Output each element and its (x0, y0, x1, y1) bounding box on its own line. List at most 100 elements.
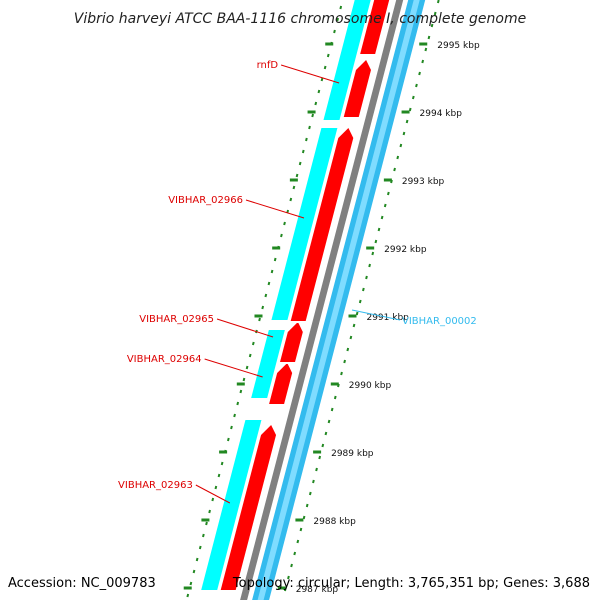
scale-dot (211, 497, 215, 502)
scale-dot (317, 89, 321, 94)
gene-label: VIBHAR_00002 (402, 316, 477, 327)
tick-label: 2991 kbp (366, 313, 409, 323)
scale-dot (248, 353, 252, 358)
forward-cds-segment (323, 0, 371, 120)
forward-gene-arrow (359, 0, 390, 55)
scale-dot (336, 17, 339, 22)
scale-dot (214, 485, 218, 490)
scale-dot (283, 221, 286, 226)
scale-dot (305, 503, 309, 508)
forward-gene-arrow (279, 322, 303, 363)
scale-dot (421, 59, 425, 64)
scale-dot (408, 107, 412, 112)
genome-tracks (201, 0, 426, 600)
scale-dot (290, 563, 293, 568)
map-title: Vibrio harveyi ATCC BAA-1116 chromosome … (74, 11, 526, 27)
scale-dot (292, 185, 296, 190)
scale-dot (402, 131, 406, 136)
tick-label: 2988 kbp (313, 517, 356, 527)
scale-dot (192, 569, 196, 574)
scale-dot (233, 413, 236, 418)
scale-dot (340, 371, 343, 376)
gene-leader-line (245, 199, 305, 219)
scale-dot (315, 467, 318, 472)
scale-dot (299, 527, 303, 532)
accession-label: Accession: NC_009783 (8, 576, 156, 591)
scale-dot (258, 317, 261, 322)
scale-dot (312, 479, 315, 484)
scale-dot (270, 269, 274, 274)
gene-leader-line (195, 484, 231, 504)
scale-dot (261, 305, 265, 310)
scale-dot (365, 275, 368, 280)
gene-label: VIBHAR_02966 (168, 195, 243, 206)
gene-label: VIBHAR_02963 (118, 480, 193, 491)
forward-gene-arrow (268, 363, 293, 405)
scale-dot (374, 239, 378, 244)
gene-leader-line (351, 309, 401, 321)
gene-leader-line (216, 318, 274, 338)
scale-dot (393, 167, 396, 172)
scale-dot (202, 533, 205, 538)
scale-dot (264, 293, 268, 298)
scale-dot (411, 95, 415, 100)
scale-dot (198, 545, 202, 550)
gene-leader-line (280, 64, 340, 84)
scale-dot (321, 443, 325, 448)
gene-label: VIBHAR_02965 (139, 314, 214, 325)
reverse-cds-highlight (257, 0, 420, 600)
scale-dot (293, 551, 297, 556)
scale-dot (333, 395, 337, 400)
forward-cds-segment (271, 128, 338, 320)
scale-dot (230, 425, 233, 430)
scale-dot (298, 161, 302, 166)
scale-dot (436, 0, 440, 4)
scale-dot (386, 191, 390, 196)
scale-dot (301, 149, 305, 154)
scale-dot (424, 47, 428, 52)
scale-dot (343, 359, 347, 364)
forward-cds-segment (201, 420, 262, 590)
tick-label: 2990 kbp (349, 381, 392, 391)
tick-label: 2987 kbp (296, 585, 339, 595)
scale-dot (280, 233, 283, 238)
scale-dot (326, 53, 330, 58)
scale-dot (245, 365, 249, 370)
scale-dot (339, 5, 343, 10)
scale-dot (327, 419, 331, 424)
summary-label: Topology: circular; Length: 3,765,351 bp… (232, 576, 590, 591)
scale-dot (427, 35, 431, 40)
scale-dot (318, 455, 322, 460)
scale-dot (251, 341, 255, 346)
forward-gene-arrow (290, 128, 354, 322)
gene-label: rnfD (257, 60, 279, 71)
tick-label: 2989 kbp (331, 449, 374, 459)
scale-dot (308, 491, 312, 496)
scale-dot (330, 407, 334, 412)
scale-dot (236, 401, 240, 406)
scale-dot (349, 335, 353, 340)
scale-dot (433, 11, 437, 16)
scale-ticks: 2995 kbp 2994 kbp 2993 kbp 2992 kbp 2991 kbp… (183, 0, 480, 598)
scale-dot (289, 197, 293, 202)
scale-dot (405, 119, 409, 124)
scale-dot (346, 347, 350, 352)
scale-dot (371, 251, 375, 256)
scale-dot (305, 137, 308, 142)
scale-dot (355, 311, 359, 316)
scale-dot (362, 287, 365, 292)
scale-dot (220, 461, 224, 466)
gene-leader-line (204, 358, 263, 378)
scale-dot (320, 77, 324, 82)
tick-label: 2992 kbp (384, 245, 427, 255)
scale-dot (226, 437, 230, 442)
scale-dot (323, 65, 327, 70)
scale-dot (380, 215, 384, 220)
tick-label: 2994 kbp (420, 109, 463, 119)
tick-label: 2995 kbp (437, 41, 480, 51)
scale-dot (295, 173, 299, 178)
scale-dot (239, 389, 243, 394)
scale-dot (296, 539, 300, 544)
scale-dot (267, 281, 271, 286)
